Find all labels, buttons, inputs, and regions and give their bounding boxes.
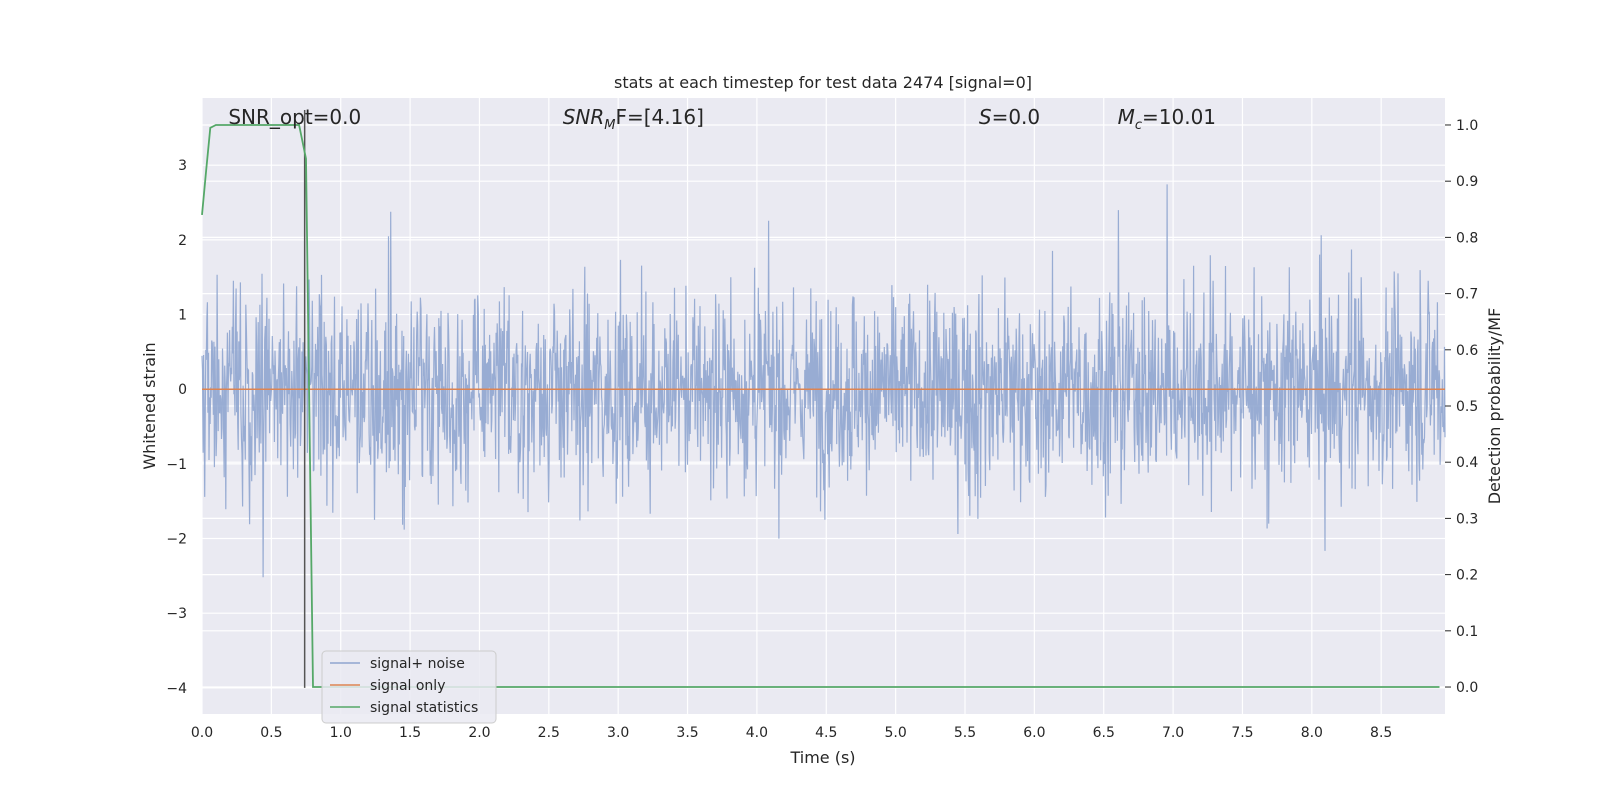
y2-tick-label: 0.6 [1456,343,1478,359]
y2-tick-label: 0.3 [1456,511,1478,527]
x-tick-label: 6.0 [1023,725,1045,741]
x-tick-label: 4.5 [815,725,837,741]
y-tick-label: 1 [178,308,187,324]
series-signal-plus-noise [201,184,1446,578]
x-tick-label: 2.5 [538,725,560,741]
x-tick-label: 4.0 [746,725,768,741]
x-tick-label: 3.0 [607,725,629,741]
noise-line [201,184,1446,578]
signal-statistics-line [201,124,1440,688]
y2-tick-label: 0.5 [1456,399,1478,415]
y-axis-ticks: −4 −3 −2 −1 0 1 2 3 [166,158,187,697]
y-tick-label: 3 [178,158,187,174]
y2-tick-label: 1.0 [1456,118,1478,134]
y2-tick-label: 0.7 [1456,287,1478,303]
x-tick-label: 6.5 [1093,725,1115,741]
y-tick-label: 2 [178,233,187,249]
y2-tick-label: 0.9 [1456,174,1478,190]
y2-axis-label: Detection probability/MF [1485,308,1504,505]
legend-label-signal: signal only [370,678,445,694]
annotation-mc-value: Mc=10.01 [1118,105,1216,133]
y-tick-label: 0 [178,382,187,398]
y-axis-label: Whitened strain [140,342,159,469]
y-tick-label: −4 [166,681,187,697]
y2-tick-label: 0.1 [1456,624,1478,640]
legend-box [321,650,497,724]
y2-tick-label: 0.2 [1456,568,1478,584]
annotation-snr-opt: SNR_opt=0.0 [228,105,361,129]
x-tick-label: 0.5 [260,725,282,741]
annotation-snr-mf: SNRMF=[4.16] [563,105,704,133]
x-tick-label: 1.0 [330,725,352,741]
annotations: SNR_opt=0.0 SNRMF=[4.16] S=0.0 Mc=10.01 [228,105,1216,133]
legend-label-noise: signal+ noise [370,656,465,672]
annotation-s-value: S=0.0 [979,105,1040,129]
x-tick-label: 7.0 [1162,725,1184,741]
x-axis-label: Time (s) [789,748,855,767]
x-tick-label: 5.0 [885,725,907,741]
y2-axis-ticks: 0.0 0.1 0.2 0.3 0.4 0.5 0.6 0.7 0.8 0.9 1.0 [1445,118,1478,696]
x-tick-label: 3.5 [676,725,698,741]
x-tick-label: 8.5 [1370,725,1392,741]
y-tick-label: −1 [166,457,187,473]
y-tick-label: −2 [166,532,187,548]
x-tick-label: 7.5 [1231,725,1253,741]
y2-tick-label: 0.4 [1456,455,1478,471]
legend-label-stats: signal statistics [370,700,478,716]
x-tick-label: 8.0 [1301,725,1323,741]
y2-tick-label: 0.0 [1456,680,1478,696]
x-tick-label: 5.5 [954,725,976,741]
y2-tick-label: 0.8 [1456,230,1478,246]
x-tick-label: 0.0 [191,725,213,741]
x-tick-label: 1.5 [399,725,421,741]
chart-title: stats at each timestep for test data 247… [614,73,1032,92]
x-tick-label: 2.0 [468,725,490,741]
legend: signal+ noise signal only signal statist… [321,650,497,724]
series-signal-statistics [201,124,1440,688]
y-tick-label: −3 [166,606,187,622]
x-axis-ticks: 0.0 0.5 1.0 1.5 2.0 2.5 3.0 3.5 4.0 4.5 5.0 5.5 6.0 6… [191,725,1392,741]
